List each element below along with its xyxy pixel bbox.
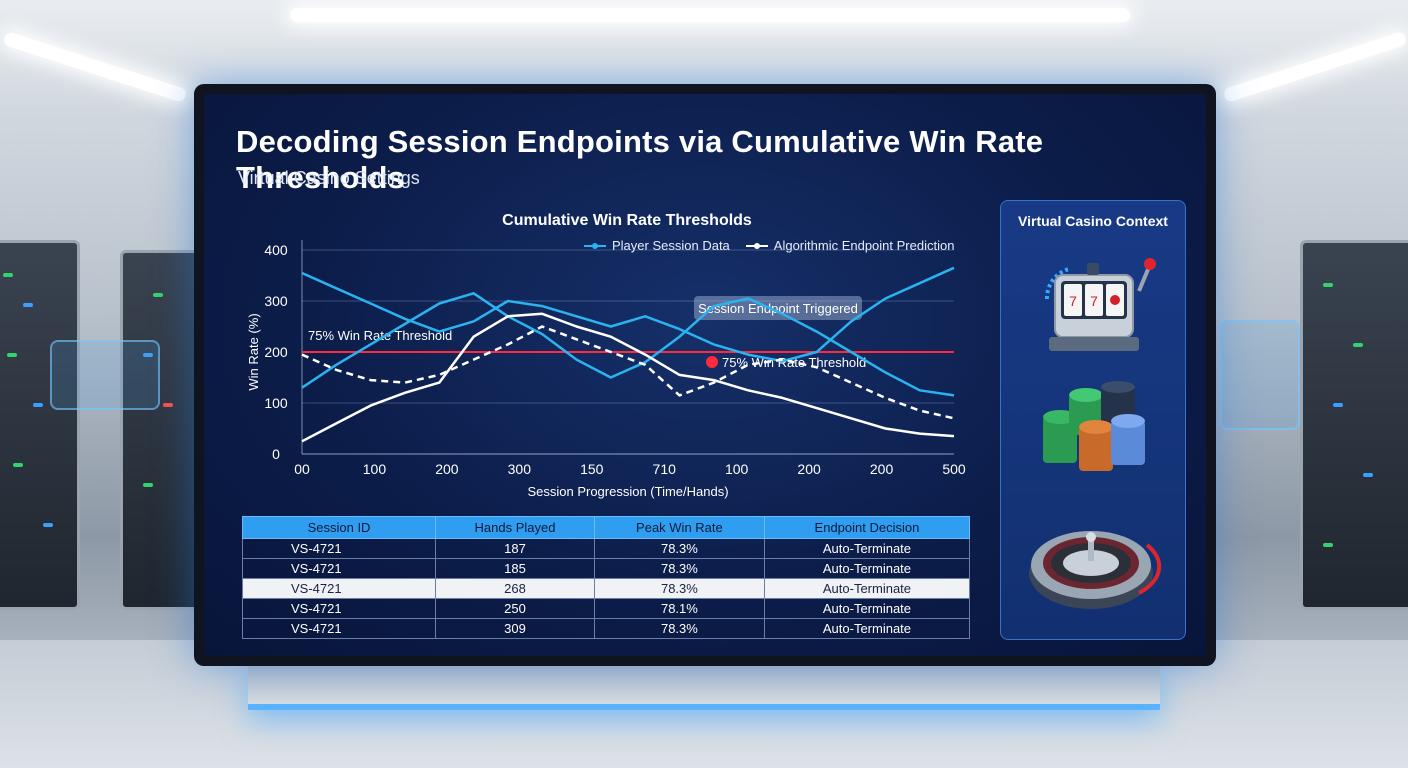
x-tick-label: 300: [508, 461, 532, 477]
y-tick-label: 100: [264, 395, 288, 411]
x-tick-label: 100: [363, 461, 387, 477]
cell-peak-win-rate: 78.3%: [593, 578, 765, 599]
cell-endpoint-decision: Auto-Terminate: [763, 538, 971, 559]
x-tick-label: 200: [435, 461, 459, 477]
cell-peak-win-rate: 78.3%: [593, 558, 765, 579]
casino-context-title: Virtual Casino Context: [1018, 213, 1168, 229]
server-rack-right: [1300, 240, 1408, 610]
column-header-session-id: Session ID: [241, 516, 437, 539]
dashboard-monitor: Decoding Session Endpoints via Cumulativ…: [194, 84, 1216, 666]
cell-hands-played: 187: [435, 538, 595, 559]
x-tick-label: 200: [797, 461, 821, 477]
monitor-stand: [248, 660, 1160, 710]
table-row[interactable]: VS-4721 185 78.3% Auto-Terminate: [241, 558, 971, 579]
slot-machine-icon: 7 7: [1044, 258, 1156, 351]
legend-swatch-player: [584, 242, 606, 249]
legend-item-prediction: Algorithmic Endpoint Prediction: [745, 238, 955, 253]
alert-icon: [706, 356, 718, 368]
dashboard-screen: Decoding Session Endpoints via Cumulativ…: [204, 94, 1206, 656]
y-tick-label: 0: [272, 446, 280, 462]
legend-label-prediction: Algorithmic Endpoint Prediction: [773, 238, 955, 253]
cell-session-id: VS-4721: [241, 558, 437, 579]
server-rack-left: [0, 240, 80, 610]
server-rack-left-2: [120, 250, 200, 610]
y-tick-label: 400: [264, 242, 288, 258]
table-row[interactable]: VS-4721 309 78.3% Auto-Terminate: [241, 618, 971, 639]
session-table: Session ID Hands Played Peak Win Rate En…: [241, 516, 971, 639]
chart-title: Cumulative Win Rate Thresholds: [502, 212, 752, 229]
series-line-0-b: [301, 292, 955, 397]
series-line-1-a: [301, 312, 955, 443]
cell-peak-win-rate: 78.1%: [593, 598, 765, 619]
page-subtitle: Virtual Casino Settings: [238, 168, 420, 188]
cell-peak-win-rate: 78.3%: [593, 538, 765, 559]
cell-hands-played: 250: [435, 598, 595, 619]
y-tick-label: 300: [264, 293, 288, 309]
table-row[interactable]: VS-4721 187 78.3% Auto-Terminate: [241, 538, 971, 559]
svg-text:7: 7: [1090, 293, 1098, 309]
cell-endpoint-decision: Auto-Terminate: [763, 618, 971, 639]
legend-swatch-prediction: [745, 242, 768, 249]
chart-legend: Player Session Data Algorithmic Endpoint…: [584, 238, 954, 253]
cell-session-id: VS-4721: [241, 578, 437, 599]
table-row-highlighted[interactable]: VS-4721 268 78.3% Auto-Terminate: [241, 578, 971, 599]
cell-endpoint-decision: Auto-Terminate: [763, 598, 971, 619]
column-header-peak-win-rate: Peak Win Rate: [593, 516, 765, 539]
cell-session-id: VS-4721: [241, 538, 437, 559]
svg-text:7: 7: [1069, 293, 1077, 309]
hologram-panel-left: [50, 340, 160, 410]
cell-endpoint-decision: Auto-Terminate: [763, 558, 971, 579]
poker-chips-icon: [1043, 381, 1145, 471]
hologram-panel-right: [1220, 320, 1300, 430]
x-axis-label: Session Progression (Time/Hands): [527, 484, 728, 499]
y-tick-label: 200: [264, 344, 288, 360]
cell-peak-win-rate: 78.3%: [593, 618, 765, 639]
y-axis-label: Win Rate (%): [246, 313, 261, 390]
win-rate-chart: 0 100 200 300 400 00 100 200 300 150 710 100 200 200 5…: [246, 240, 966, 499]
table-header-row: Session ID Hands Played Peak Win Rate En…: [241, 516, 971, 539]
x-tick-label: 150: [580, 461, 604, 477]
cell-hands-played: 185: [435, 558, 595, 579]
legend-item-player: Player Session Data: [584, 238, 730, 253]
series-line-2-a: [301, 325, 955, 420]
column-header-hands-played: Hands Played: [435, 516, 595, 539]
x-tick-label: 00: [294, 461, 310, 477]
column-header-endpoint-decision: Endpoint Decision: [763, 516, 971, 539]
threshold-label-left: 75% Win Rate Threshold: [308, 328, 452, 343]
x-tick-label: 710: [653, 461, 677, 477]
cell-hands-played: 309: [435, 618, 595, 639]
annotation-label: Session Endpoint Triggered: [698, 301, 858, 316]
x-tick-label: 100: [725, 461, 749, 477]
ceiling-light-center: [290, 8, 1130, 22]
casino-context-panel: Virtual Casino Context 7 7: [1000, 200, 1186, 640]
x-tick-label: 500: [942, 461, 966, 477]
page-title: Decoding Session Endpoints via Cumulativ…: [236, 124, 1044, 195]
table-row[interactable]: VS-4721 250 78.1% Auto-Terminate: [241, 598, 971, 619]
cell-session-id: VS-4721: [241, 598, 437, 619]
cell-session-id: VS-4721: [241, 618, 437, 639]
cell-hands-played: 268: [435, 578, 595, 599]
x-tick-label: 200: [870, 461, 894, 477]
roulette-wheel-icon: [1029, 531, 1162, 609]
cell-endpoint-decision: Auto-Terminate: [763, 578, 971, 599]
legend-label-player: Player Session Data: [612, 238, 730, 253]
